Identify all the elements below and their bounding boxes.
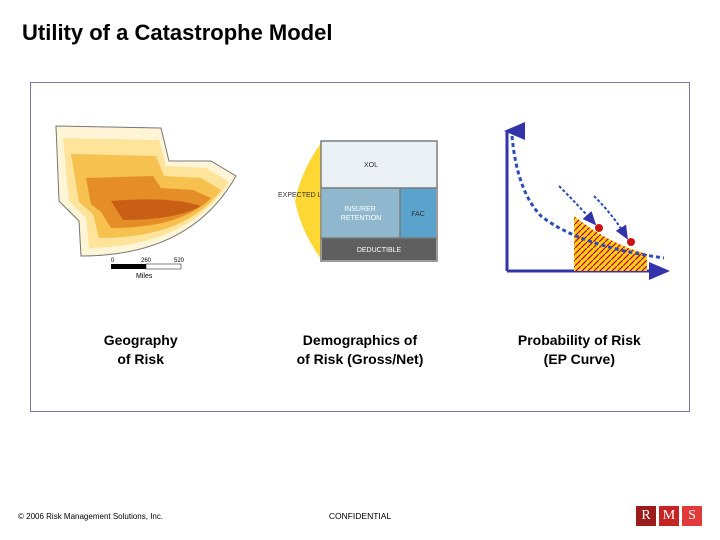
content-frame: 0 260 520 Miles Geography of Risk EXPECT… xyxy=(30,82,690,412)
caption-text: Probability of Risk xyxy=(518,332,641,348)
panel-geography-caption: Geography of Risk xyxy=(104,331,178,369)
ep-point-b xyxy=(627,238,635,246)
caption-text: of Risk (Gross/Net) xyxy=(297,351,424,367)
layer-retention xyxy=(322,188,400,238)
svg-text:0: 0 xyxy=(111,258,115,264)
panel-demographics: EXPECTED LOSS XOL INSURER RETENTION FAC xyxy=(250,83,469,411)
confidential-label: CONFIDENTIAL xyxy=(329,511,391,521)
layer-fac-label: FAC xyxy=(411,211,425,218)
panel-geography: 0 260 520 Miles Geography of Risk xyxy=(31,83,250,411)
demographics-viz: EXPECTED LOSS XOL INSURER RETENTION FAC xyxy=(254,91,465,321)
svg-text:Miles: Miles xyxy=(136,273,153,280)
caption-text: Demographics of xyxy=(303,332,417,348)
map-bands xyxy=(56,126,236,256)
logo-letter-s: S xyxy=(682,506,702,526)
ep-point-a xyxy=(595,224,603,232)
footer: © 2006 Risk Management Solutions, Inc. C… xyxy=(0,506,720,526)
layer-deductible-label: DEDUCTIBLE xyxy=(357,247,402,254)
map-scale: 0 260 520 Miles xyxy=(111,258,185,280)
svg-text:520: 520 xyxy=(174,258,185,264)
panel-ep-curve: Probability of Risk (EP Curve) xyxy=(470,83,689,411)
caption-text: (EP Curve) xyxy=(544,351,615,367)
layer-xol xyxy=(322,142,436,188)
rms-logo: R M S xyxy=(636,506,702,526)
expected-loss-curve xyxy=(295,143,321,259)
svg-text:260: 260 xyxy=(141,258,152,264)
layer-xol-label: XOL xyxy=(364,162,378,169)
logo-letter-r: R xyxy=(636,506,656,526)
logo-letter-m: M xyxy=(659,506,679,526)
caption-text: Geography xyxy=(104,332,178,348)
panel-ep-caption: Probability of Risk (EP Curve) xyxy=(518,331,641,369)
ep-curve-viz xyxy=(474,91,685,321)
panel-demographics-caption: Demographics of of Risk (Gross/Net) xyxy=(297,331,424,369)
page-title: Utility of a Catastrophe Model xyxy=(22,20,332,46)
geo-map-viz: 0 260 520 Miles xyxy=(35,91,246,321)
copyright-text: © 2006 Risk Management Solutions, Inc. xyxy=(18,512,163,521)
caption-text: of Risk xyxy=(117,351,164,367)
ep-hatched-region xyxy=(574,216,647,271)
